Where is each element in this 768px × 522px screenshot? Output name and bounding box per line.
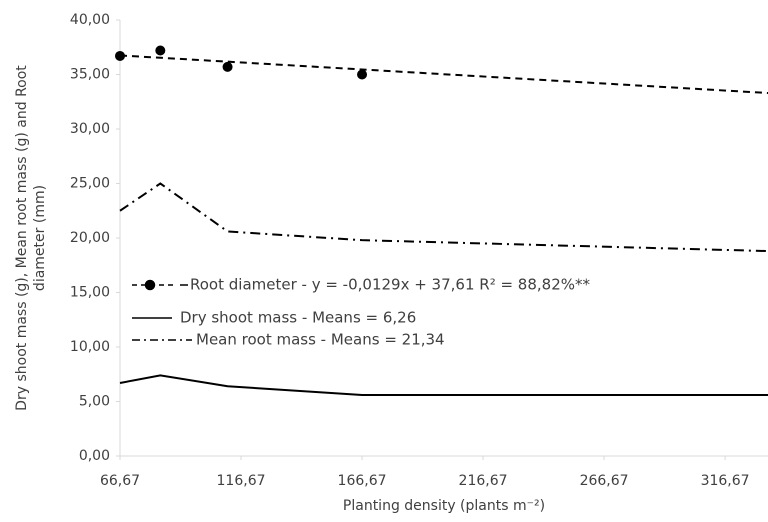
- series-line: [119, 374, 768, 396]
- y-axis-label: Dry shoot mass (g), Mean root mass (g) a…: [14, 65, 30, 411]
- y-tick-label: 20,00: [70, 230, 110, 246]
- point: [115, 50, 125, 61]
- legend-label: Root diameter - y = -0,0129x + 37,61 R² …: [190, 276, 591, 294]
- y-tick-label: 0,00: [79, 448, 110, 464]
- y-tick-label: 30,00: [70, 121, 110, 137]
- x-axis-label: Planting density (plants m⁻²): [343, 498, 545, 514]
- y-tick-label: 15,00: [70, 285, 110, 301]
- point: [357, 69, 368, 80]
- y-tick-label: 10,00: [70, 339, 110, 355]
- series-line: [119, 182, 768, 253]
- legend-label: Mean root mass - Means = 21,34: [196, 331, 445, 349]
- trend-line: [119, 54, 768, 95]
- x-tick-label: 216,67: [459, 473, 508, 489]
- legend-label: Dry shoot mass - Means = 6,26: [180, 309, 416, 327]
- point: [222, 61, 233, 72]
- x-tick-label: 316,67: [701, 473, 750, 489]
- x-tick-label: 116,67: [217, 473, 266, 489]
- y-tick-label: 40,00: [70, 12, 110, 28]
- x-tick-label: 266,67: [580, 473, 629, 489]
- y-axis-label: diameter (mm): [32, 185, 48, 291]
- legend-symbols: [132, 279, 192, 341]
- y-tick-label: 35,00: [70, 67, 110, 83]
- x-tick-label: 66,67: [100, 473, 140, 489]
- y-tick-label: 5,00: [79, 394, 110, 410]
- point: [155, 45, 166, 56]
- x-tick-label: 166,67: [338, 473, 387, 489]
- y-tick-label: 25,00: [70, 176, 110, 192]
